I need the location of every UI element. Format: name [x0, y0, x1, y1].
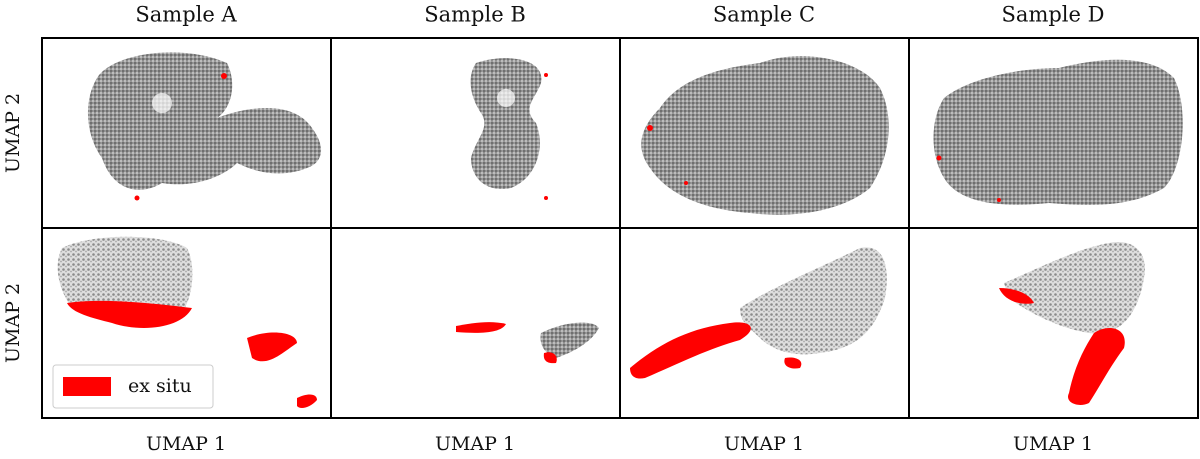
panel [456, 322, 599, 364]
column-title: Sample C [713, 3, 815, 27]
ex-situ-points [630, 322, 751, 379]
panel: ex situ [52, 236, 317, 409]
gap [152, 93, 172, 113]
legend-swatch [63, 377, 111, 396]
y-axis-label: UMAP 2 [2, 93, 24, 173]
ex-situ-points [784, 357, 802, 369]
legend-box [52, 364, 214, 409]
x-axis-label: UMAP 1 [724, 433, 804, 455]
point-cloud [641, 56, 889, 215]
ex-situ-points [297, 394, 317, 408]
panel [87, 52, 322, 201]
x-axis-label: UMAP 1 [146, 433, 226, 455]
x-axis-label: UMAP 1 [435, 433, 515, 455]
point-cloud [1004, 242, 1145, 334]
ex-situ-points [544, 73, 548, 77]
x-axis-label: UMAP 1 [1013, 433, 1093, 455]
panel [641, 56, 889, 215]
ex-situ-points [684, 181, 688, 185]
point-cloud [57, 236, 193, 323]
ex-situ-points [936, 155, 942, 161]
ex-situ-points [221, 73, 227, 79]
panel [933, 59, 1183, 205]
legend-label: ex situ [128, 375, 192, 397]
column-title: Sample A [135, 3, 237, 27]
y-axis-label: UMAP 2 [2, 283, 24, 363]
ex-situ-points [999, 288, 1034, 304]
gap [497, 89, 515, 107]
ex-situ-points [544, 196, 548, 200]
panel [630, 247, 887, 379]
ex-situ-points [1068, 328, 1125, 405]
point-cloud [933, 59, 1183, 205]
point-cloud [540, 322, 599, 358]
ex-situ-points [647, 125, 653, 131]
ex-situ-points [543, 352, 557, 364]
ex-situ-points [247, 332, 297, 362]
point-cloud [740, 247, 887, 355]
point-cloud [470, 58, 542, 189]
panel [999, 242, 1145, 405]
column-title: Sample B [424, 3, 526, 27]
ex-situ-points [997, 198, 1001, 202]
ex-situ-points [67, 300, 192, 328]
point-cloud [87, 52, 322, 190]
ex-situ-points [134, 195, 140, 201]
panel [470, 58, 548, 200]
column-title: Sample D [1002, 3, 1105, 27]
ex-situ-points [456, 322, 506, 333]
